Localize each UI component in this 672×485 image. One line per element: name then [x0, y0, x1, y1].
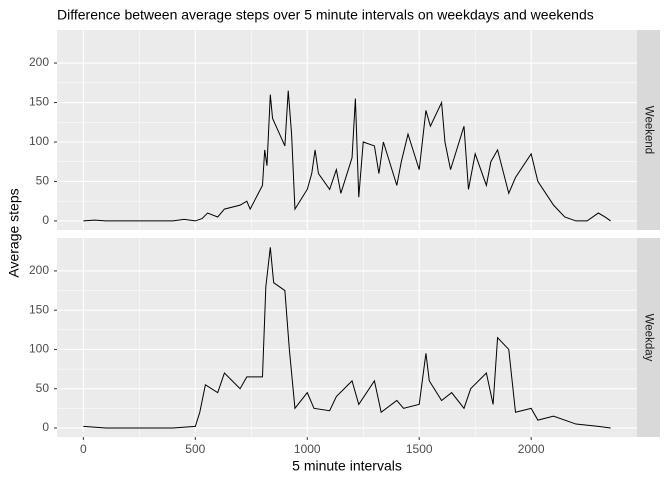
y-tick-label: 50: [36, 174, 50, 188]
x-tick-label: 500: [185, 442, 205, 456]
x-tick-label: 1000: [294, 442, 321, 456]
y-tick-label: 150: [29, 302, 49, 316]
y-tick-label: 0: [42, 420, 49, 434]
y-tick-label: 100: [29, 342, 49, 356]
x-tick-label: 2000: [518, 442, 545, 456]
strip: [637, 238, 660, 437]
x-tick-label: 1500: [406, 442, 433, 456]
y-tick-label: 200: [29, 263, 49, 277]
line: [83, 90, 611, 222]
x-tick-label: 0: [80, 442, 87, 456]
chart-title: Difference between average steps over 5 …: [57, 7, 594, 23]
y-tick-label: 150: [29, 95, 49, 109]
x-axis-label: 5 minute intervals: [292, 458, 402, 474]
strip: [637, 30, 660, 230]
strip-label: Weekend: [642, 106, 654, 154]
y-tick-label: 0: [42, 213, 49, 227]
strip-label: Weekday: [642, 314, 654, 362]
line: [83, 247, 611, 429]
panel-background: [57, 238, 637, 437]
y-tick-label: 200: [29, 55, 49, 69]
y-tick-label: 50: [36, 381, 50, 395]
y-axis-label: Average steps: [6, 188, 22, 277]
y-tick-label: 100: [29, 134, 49, 148]
